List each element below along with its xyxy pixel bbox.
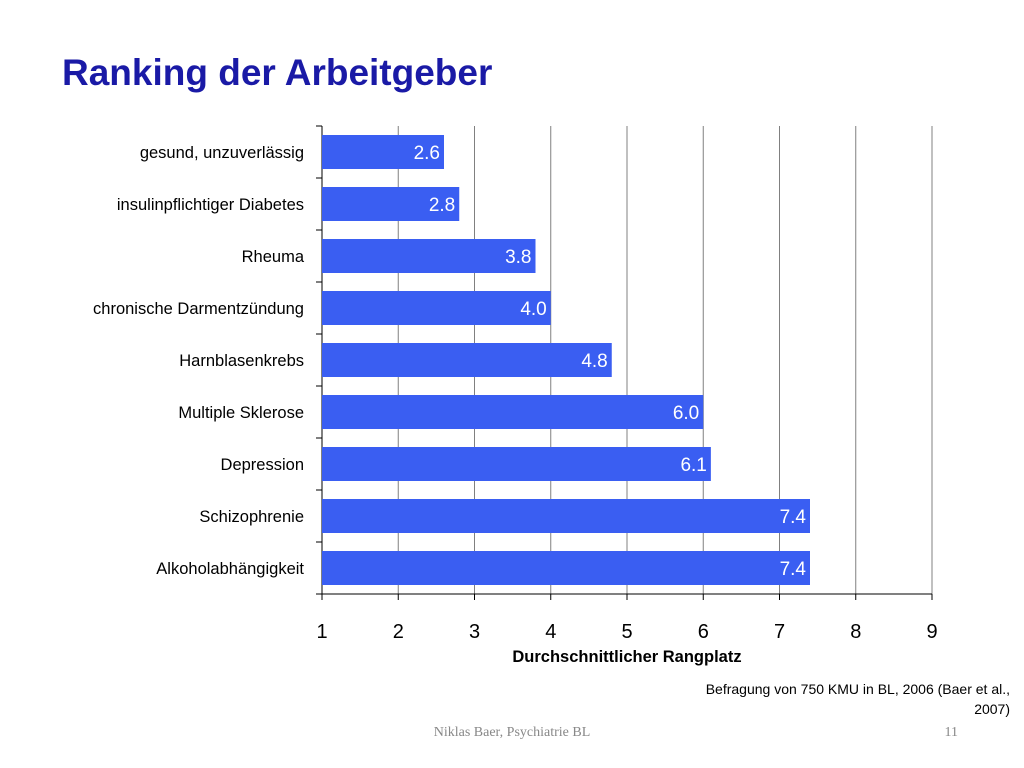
category-label: insulinpflichtiger Diabetes (117, 196, 304, 214)
x-tick-label: 1 (316, 621, 327, 643)
value-label: 2.6 (414, 143, 440, 164)
slide-title: Ranking der Arbeitgeber (62, 52, 493, 93)
bar (322, 187, 460, 221)
category-label: Alkoholabhängigkeit (156, 560, 304, 578)
bar (322, 343, 612, 377)
category-label: gesund, unzuverlässig (140, 144, 304, 162)
x-tick-label: 2 (393, 621, 404, 643)
footer-author: Niklas Baer, Psychiatrie BL (433, 725, 591, 740)
category-label: Depression (221, 456, 304, 474)
value-label: 2.8 (429, 195, 455, 216)
bar (322, 395, 704, 429)
x-tick-label: 6 (698, 621, 709, 643)
bar (322, 239, 536, 273)
bars (322, 135, 810, 585)
category-label: Schizophrenie (199, 508, 304, 526)
bar-chart: 1 2 3 4 5 6 7 8 9 gesund, unzuverlässig 2.6 insulin… (93, 125, 938, 666)
x-tick-label: 9 (926, 621, 937, 643)
value-label: 6.1 (680, 455, 706, 476)
value-label: 7.4 (780, 559, 807, 580)
category-label: Multiple Sklerose (178, 404, 304, 422)
bar (322, 551, 810, 585)
x-tick-label: 3 (469, 621, 480, 643)
bar (322, 291, 551, 325)
bar (322, 499, 810, 533)
labels: 1 2 3 4 5 6 7 8 9 gesund, unzuverlässig 2.6 insulin… (93, 143, 938, 666)
source-note: Befragung von 750 KMU in BL, 2006 (Baer … (705, 681, 1010, 717)
bar (322, 447, 711, 481)
bar (322, 135, 444, 169)
category-label: Rheuma (242, 248, 305, 266)
value-label: 6.0 (673, 403, 699, 424)
x-axis-title: Durchschnittlicher Rangplatz (512, 648, 741, 666)
value-label: 4.0 (520, 299, 546, 320)
category-label: chronische Darmentzündung (93, 300, 304, 318)
value-label: 7.4 (780, 507, 807, 528)
x-tick-label: 5 (621, 621, 632, 643)
x-tick-label: 4 (545, 621, 556, 643)
page-number: 11 (944, 725, 958, 740)
category-label: Harnblasenkrebs (179, 352, 304, 370)
value-label: 3.8 (505, 247, 531, 268)
x-tick-label: 7 (774, 621, 785, 643)
x-tick-label: 8 (850, 621, 861, 643)
value-label: 4.8 (581, 351, 607, 372)
